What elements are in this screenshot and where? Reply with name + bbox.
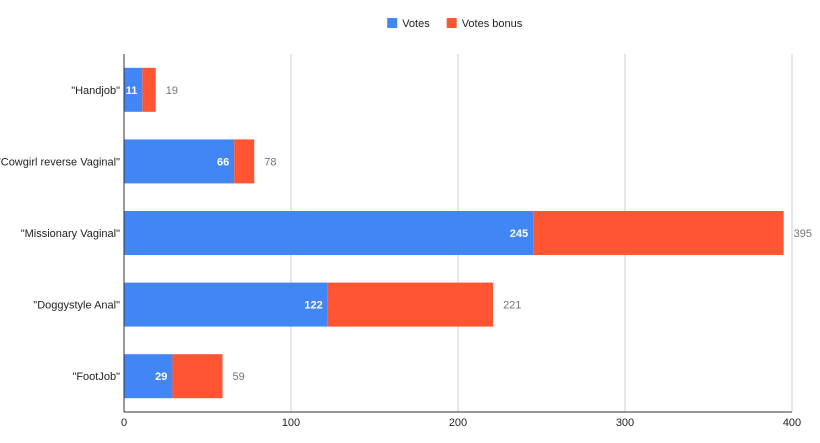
bar-votes-bonus-2 (533, 211, 784, 255)
x-tick-label-3: 300 (616, 417, 634, 429)
total-label-4: 59 (233, 371, 245, 383)
bar-votes-bonus-0 (142, 67, 156, 112)
x-tick-label-0: 0 (121, 417, 127, 429)
data-label-votes-2: 245 (510, 228, 528, 240)
total-label-0: 19 (166, 85, 178, 97)
data-label-votes-3: 122 (304, 300, 322, 312)
data-label-votes-4: 29 (155, 371, 167, 383)
category-label-4: "FootJob" (72, 371, 120, 383)
x-tick-label-1: 100 (282, 417, 300, 429)
legend-label-0: Votes (402, 18, 430, 30)
bar-votes-3 (124, 282, 328, 327)
bar-votes-4 (124, 354, 173, 399)
bar-votes-bonus-1 (234, 139, 255, 184)
category-label-0: "Handjob" (71, 85, 120, 97)
legend-swatch-1 (446, 18, 457, 28)
total-label-3: 221 (503, 300, 521, 312)
data-label-votes-0: 11 (126, 85, 138, 97)
category-label-1: "Cowgirl reverse Vaginal" (0, 156, 120, 168)
bar-votes-bonus-4 (172, 354, 223, 399)
category-label-2: "Missionary Vaginal" (21, 228, 120, 240)
bar-votes-1 (124, 139, 235, 184)
bar-votes-0 (124, 67, 143, 112)
bar-votes-bonus-3 (327, 282, 494, 327)
data-label-votes-1: 66 (217, 156, 229, 168)
total-label-1: 78 (264, 156, 276, 168)
category-label-3: "Doggystyle Anal" (33, 300, 120, 312)
legend-swatch-0 (387, 18, 398, 28)
total-label-2: 395 (794, 228, 812, 240)
bar-votes-2 (124, 211, 534, 255)
x-tick-label-2: 200 (449, 417, 467, 429)
legend-label-1: Votes bonus (462, 18, 523, 30)
x-tick-label-4: 400 (783, 417, 801, 429)
